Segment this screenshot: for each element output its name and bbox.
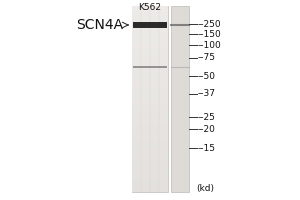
Text: --15: --15 (197, 144, 215, 153)
Bar (132, 80, 168, 87)
Bar (132, 155, 168, 161)
Bar (132, 87, 168, 93)
Bar (132, 130, 168, 136)
Bar (133, 26, 167, 27)
Bar (132, 105, 168, 111)
Text: --20: --20 (197, 124, 215, 134)
Bar (132, 62, 168, 68)
Bar (132, 31, 168, 37)
Bar (133, 22, 167, 23)
Text: --25: --25 (197, 112, 215, 121)
Bar (132, 93, 168, 99)
Text: --150: --150 (197, 30, 221, 39)
Bar (133, 21, 167, 22)
Bar (132, 6, 168, 192)
Bar (132, 180, 168, 186)
Text: --250: --250 (197, 20, 221, 29)
Text: (kd): (kd) (196, 184, 214, 193)
Bar (132, 99, 168, 105)
Bar (132, 37, 168, 43)
Bar (133, 24, 167, 25)
Bar (132, 142, 168, 149)
Bar (132, 43, 168, 49)
Bar (133, 66, 167, 68)
Bar (132, 149, 168, 155)
Bar (132, 68, 168, 74)
Bar (132, 186, 168, 192)
Bar (133, 25, 167, 26)
Text: --50: --50 (197, 72, 215, 81)
Bar (132, 74, 168, 80)
Bar (132, 161, 168, 167)
Text: SCN4A: SCN4A (76, 18, 123, 32)
Bar (132, 124, 168, 130)
Text: K562: K562 (139, 3, 161, 12)
Bar (132, 173, 168, 180)
Bar (133, 27, 167, 28)
Bar (171, 6, 189, 192)
Bar (132, 118, 168, 124)
Bar (132, 25, 168, 31)
Bar (132, 111, 168, 118)
Bar (132, 56, 168, 62)
Bar (132, 49, 168, 56)
Bar (132, 167, 168, 173)
Bar (132, 18, 168, 25)
Bar (133, 23, 167, 24)
Text: --37: --37 (197, 90, 215, 98)
Bar (132, 6, 168, 12)
Text: --100: --100 (197, 41, 221, 50)
Bar (132, 136, 168, 142)
Text: --75: --75 (197, 53, 215, 62)
Bar (132, 12, 168, 18)
Bar (133, 22, 167, 28)
